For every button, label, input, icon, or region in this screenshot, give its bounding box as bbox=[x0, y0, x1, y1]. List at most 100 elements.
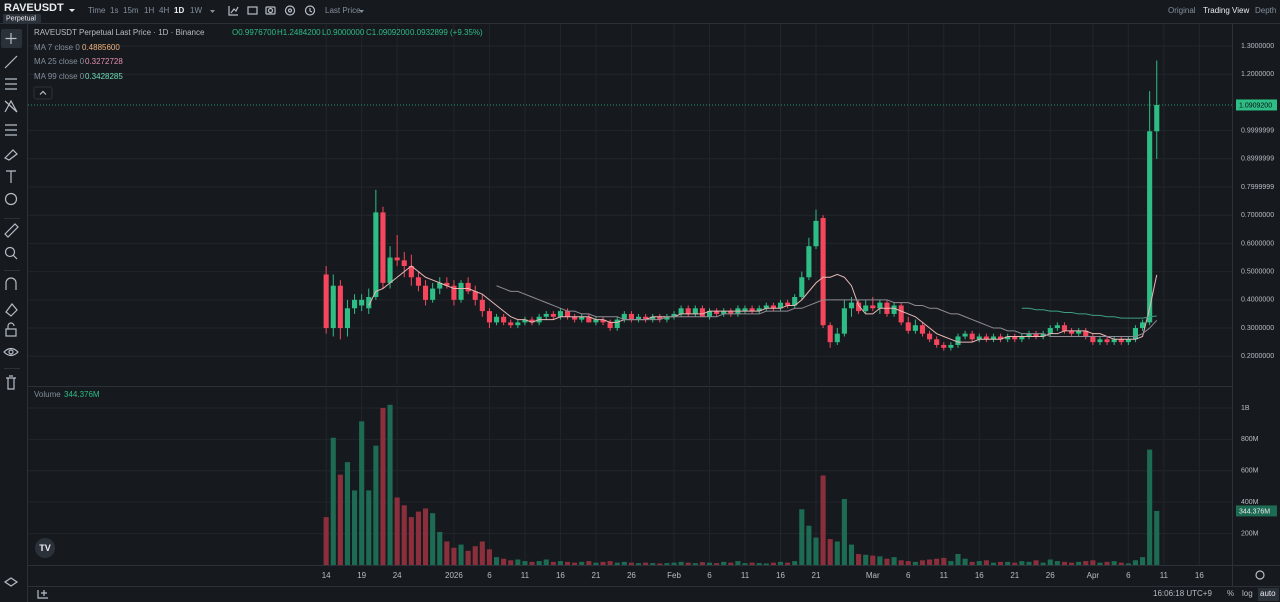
view-option-active[interactable]: Trading View bbox=[1203, 6, 1249, 15]
candle-body bbox=[1026, 333, 1032, 337]
candle-body bbox=[1125, 339, 1131, 343]
volume-bar bbox=[621, 561, 627, 565]
volume-bar bbox=[927, 559, 933, 565]
volume-bar bbox=[593, 562, 599, 565]
y-tick-label: 0.2000000 bbox=[1241, 353, 1274, 360]
interval[interactable]: 1W bbox=[190, 6, 202, 15]
view-option[interactable]: Original bbox=[1168, 6, 1196, 15]
symbol-caret[interactable] bbox=[69, 9, 75, 12]
y-tick-label: 0.4000000 bbox=[1241, 297, 1274, 304]
candle-body bbox=[664, 316, 670, 320]
candle-body bbox=[607, 322, 613, 329]
interval-caret[interactable] bbox=[210, 10, 215, 13]
volume-bar bbox=[912, 561, 918, 565]
interval[interactable]: 15m bbox=[123, 6, 139, 15]
volume-bar bbox=[934, 558, 940, 565]
legend-value: H1.2484200 bbox=[277, 28, 321, 37]
axis-settings[interactable] bbox=[1255, 570, 1265, 580]
volume-bar bbox=[415, 511, 422, 565]
x-tick-label: 11 bbox=[940, 571, 949, 580]
candle-body bbox=[486, 311, 492, 323]
candle-body bbox=[1076, 330, 1082, 334]
candle-body bbox=[714, 311, 720, 314]
x-tick-label: 6 bbox=[1126, 571, 1131, 580]
interval[interactable]: 4H bbox=[159, 6, 169, 15]
candle-body bbox=[777, 302, 784, 309]
volume-bar bbox=[493, 557, 500, 565]
volume-bar bbox=[1125, 563, 1131, 565]
legend-collapse[interactable] bbox=[33, 86, 53, 100]
volume-bar bbox=[1090, 560, 1096, 565]
candle-body bbox=[451, 285, 457, 300]
interval[interactable]: 1H bbox=[144, 6, 154, 15]
candle-body bbox=[841, 308, 847, 334]
legend-value: (+9.35%) bbox=[450, 28, 483, 37]
symbol[interactable]: RAVEUSDT bbox=[4, 2, 64, 14]
volume-bar bbox=[856, 554, 862, 565]
volume-bar bbox=[572, 562, 578, 565]
candle-body bbox=[919, 325, 926, 334]
volume-bar bbox=[614, 562, 620, 565]
volume-bar bbox=[792, 561, 798, 565]
volume-bar bbox=[408, 517, 414, 565]
y-tick-label: 0.5000000 bbox=[1241, 268, 1274, 275]
collapse-caret[interactable] bbox=[39, 90, 47, 95]
volume-bar bbox=[550, 561, 556, 565]
candle-body bbox=[444, 282, 450, 286]
volume-bar bbox=[486, 549, 492, 565]
legend-value: C1.0909200 bbox=[366, 28, 410, 37]
candle-body bbox=[820, 218, 826, 326]
volume-legend-value: 344.376M bbox=[64, 390, 100, 399]
volume-tag: 344.376M bbox=[1239, 508, 1270, 515]
y-tick-label: 0.6000000 bbox=[1241, 240, 1274, 247]
candle-body bbox=[508, 322, 514, 326]
volume-bar bbox=[799, 509, 805, 565]
price-type[interactable]: Last Price bbox=[325, 6, 361, 15]
volume-bar bbox=[1033, 560, 1039, 565]
candle-body bbox=[465, 282, 471, 292]
drawing-tools[interactable] bbox=[3, 33, 19, 587]
price-type-caret[interactable] bbox=[359, 10, 364, 13]
candle-body bbox=[955, 336, 961, 345]
candle-body bbox=[792, 297, 798, 306]
candle-body bbox=[1083, 330, 1089, 337]
chart-title: RAVEUSDT Perpetual Last Price · 1D · Bin… bbox=[34, 28, 205, 37]
volume-bar bbox=[678, 561, 684, 565]
scale-option-active[interactable]: auto bbox=[1260, 589, 1276, 598]
volume-bar bbox=[508, 560, 514, 565]
x-tick-label: 19 bbox=[357, 571, 366, 580]
legend-entry: MA 99 close 0 bbox=[34, 72, 85, 81]
date-range-button[interactable] bbox=[37, 590, 48, 599]
view-option[interactable]: Depth bbox=[1255, 6, 1276, 15]
interval[interactable]: Time bbox=[88, 6, 106, 15]
x-tick-label: 14 bbox=[322, 571, 331, 580]
x-tick-label: 16 bbox=[556, 571, 565, 580]
candle-body bbox=[706, 311, 713, 317]
candle-body bbox=[550, 313, 556, 317]
interval-active[interactable]: 1D bbox=[174, 6, 184, 15]
volume-bar bbox=[359, 421, 365, 565]
interval[interactable]: 1s bbox=[110, 6, 118, 15]
candle-body bbox=[394, 257, 400, 261]
volume-bar bbox=[1012, 562, 1018, 565]
x-tick-label: 26 bbox=[1046, 571, 1055, 580]
scale-option[interactable]: log bbox=[1242, 589, 1253, 598]
candle-body bbox=[387, 257, 393, 283]
candle-body bbox=[359, 299, 365, 306]
tv-logo[interactable] bbox=[35, 538, 55, 558]
scale-option[interactable]: % bbox=[1227, 589, 1234, 598]
candle-body bbox=[1154, 104, 1160, 132]
candle-body bbox=[557, 311, 563, 317]
volume-bar bbox=[905, 561, 911, 565]
volume-bar bbox=[848, 544, 855, 565]
candle-body bbox=[685, 308, 691, 314]
toolbar-icons[interactable] bbox=[228, 5, 316, 16]
candle-body bbox=[564, 311, 571, 317]
candle-body bbox=[1097, 339, 1103, 343]
volume-bar bbox=[983, 560, 989, 565]
volume-bar bbox=[330, 437, 336, 565]
volume-bar bbox=[699, 562, 705, 565]
candle-body bbox=[352, 299, 358, 309]
candle-body bbox=[422, 285, 429, 300]
